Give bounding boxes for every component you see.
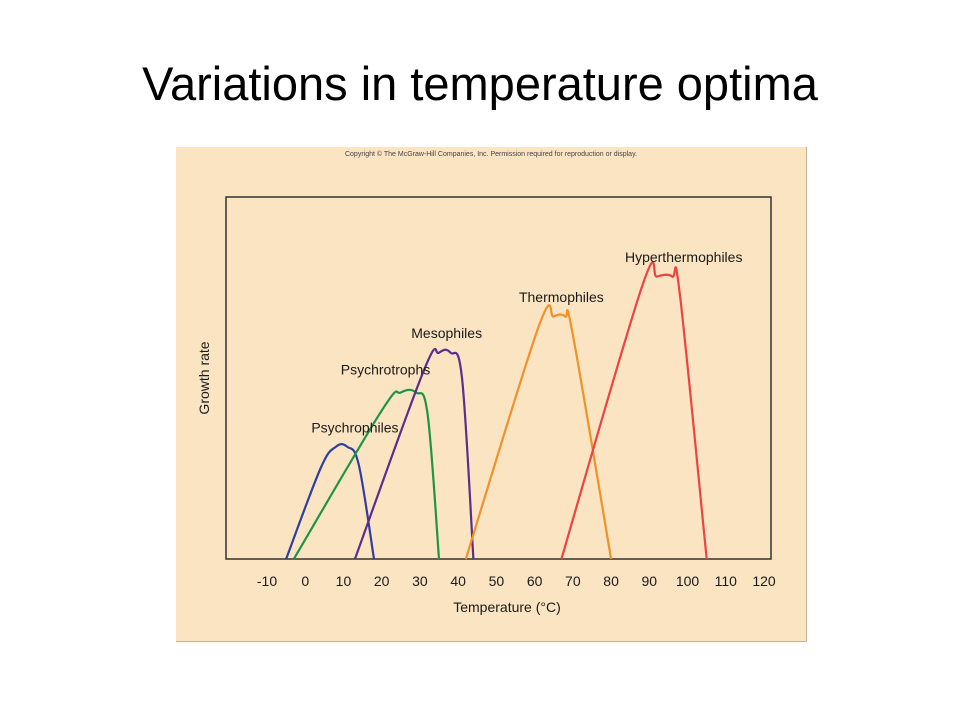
x-tick-label: 30 — [412, 573, 428, 589]
x-tick-label: 70 — [565, 573, 581, 589]
growth-rate-chart: -10 0 10 20 30 40 50 60 70 80 90 100 110 120 Psychrop… — [196, 196, 776, 615]
series-labels: Psychrophiles Psychrotrophs Mesophiles Ther… — [311, 249, 742, 435]
plot-frame — [225, 196, 772, 560]
x-tick-label: 40 — [450, 573, 466, 589]
x-tick-label: -10 — [257, 573, 277, 589]
series-line-thermophiles — [464, 304, 613, 560]
x-axis-title: Temperature (°C) — [453, 599, 561, 615]
x-tick-label: 50 — [489, 573, 505, 589]
series-label-psychrophiles: Psychrophiles — [311, 419, 398, 435]
x-tick-label: 90 — [642, 573, 658, 589]
x-tick-label: 120 — [752, 573, 776, 589]
series-line-psychrotrophs — [292, 388, 441, 560]
series-label-psychrotrophs: Psychrotrophs — [341, 361, 430, 377]
x-tick-label: 20 — [374, 573, 390, 589]
series-lines — [285, 261, 708, 560]
x-tick-label: 0 — [301, 573, 309, 589]
figure-panel: Copyright © The McGraw-Hill Companies, I… — [176, 147, 807, 642]
x-axis-ticks: -10 0 10 20 30 40 50 60 70 80 90 100 110 120 — [257, 573, 776, 589]
series-label-hyperthermophiles: Hyperthermophiles — [625, 249, 743, 265]
series-line-psychrophiles — [285, 443, 376, 560]
x-tick-label: 10 — [336, 573, 352, 589]
y-axis-title: Growth rate — [196, 341, 212, 414]
x-tick-label: 60 — [527, 573, 543, 589]
series-label-thermophiles: Thermophiles — [519, 289, 604, 305]
slide-title: Variations in temperature optima — [142, 57, 818, 110]
copyright-notice: Copyright © The McGraw-Hill Companies, I… — [344, 151, 637, 158]
x-tick-label: 80 — [603, 573, 619, 589]
x-tick-label: 100 — [676, 573, 700, 589]
series-line-hyperthermophiles — [560, 261, 708, 560]
series-line-mesophiles — [353, 347, 475, 560]
x-tick-label: 110 — [715, 573, 738, 589]
series-label-mesophiles: Mesophiles — [411, 325, 482, 341]
